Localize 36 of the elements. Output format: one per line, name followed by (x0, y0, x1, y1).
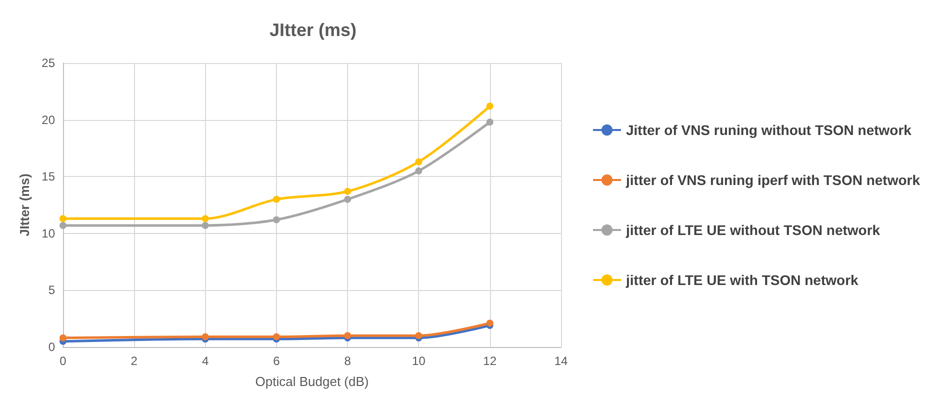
x-tick-label: 6 (273, 354, 280, 368)
chart-title: JItter (ms) (269, 20, 357, 40)
point (344, 188, 352, 195)
y-tick-label: 25 (42, 56, 56, 70)
point (344, 196, 352, 203)
point (60, 222, 66, 229)
legend-label: Jitter of VNS runing without TSON network (626, 122, 912, 138)
point (415, 158, 422, 166)
x-tick-label: 4 (202, 354, 209, 368)
legend-label: jitter of VNS runing iperf with TSON network (625, 172, 920, 188)
point (415, 167, 422, 174)
legend-label: jitter of LTE UE without TSON network (625, 222, 880, 238)
y-tick-label: 5 (48, 283, 56, 298)
point (202, 215, 209, 222)
point (202, 333, 209, 340)
point (272, 333, 280, 340)
point (60, 215, 66, 222)
point (272, 196, 280, 203)
point (202, 222, 209, 229)
point (486, 102, 494, 110)
x-axis-title: Optical Budget (dB) (255, 374, 369, 389)
y-tick-label: 15 (42, 170, 56, 184)
x-tick-label: 12 (483, 354, 497, 368)
point (60, 334, 66, 342)
y-tick-label: 20 (42, 112, 56, 127)
legend-label: jitter of LTE UE with TSON network (625, 272, 859, 288)
x-tick-label: 2 (130, 354, 138, 368)
point (272, 216, 280, 224)
x-tick-label: 8 (344, 354, 352, 368)
x-tick-label: 0 (60, 354, 67, 368)
y-tick-label: 0 (48, 340, 56, 354)
y-tick-label: 10 (42, 226, 56, 240)
point (486, 118, 494, 126)
x-tick-label: 14 (554, 354, 568, 368)
y-axis-title: JItter (ms) (16, 174, 32, 236)
x-tick-label: 10 (412, 354, 426, 368)
